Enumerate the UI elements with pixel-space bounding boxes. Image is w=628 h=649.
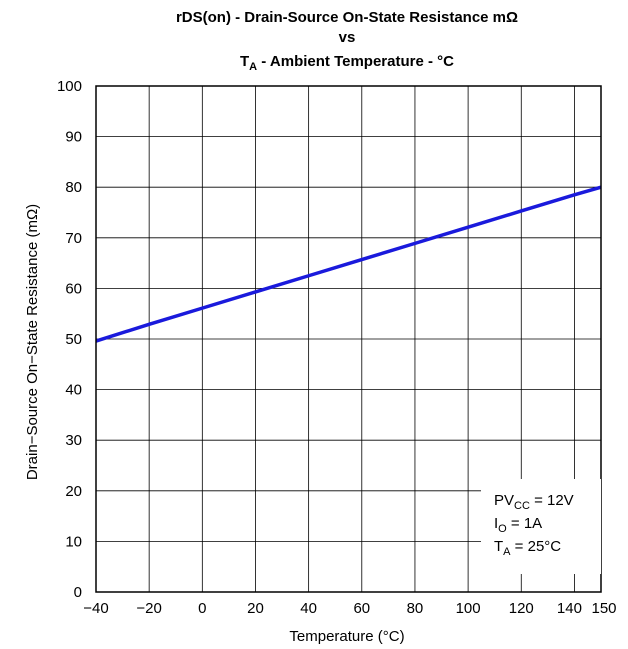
chart-title-line3: TA - Ambient Temperature - °C — [240, 53, 454, 73]
y-tick-label: 30 — [65, 432, 82, 449]
x-tick-label: 60 — [353, 600, 370, 617]
y-tick-label: 20 — [65, 483, 82, 500]
y-tick-label: 10 — [65, 533, 82, 550]
x-tick-label: 40 — [300, 600, 317, 617]
y-tick-label: 100 — [57, 78, 82, 95]
x-tick-label: 100 — [456, 600, 481, 617]
y-tick-label: 80 — [65, 179, 82, 196]
chart-title-line2: vs — [339, 29, 356, 46]
title-ta-main: T — [240, 53, 249, 70]
series-layer — [95, 185, 602, 343]
title-ta-rest: - Ambient Temperature - °C — [257, 53, 454, 70]
x-tick-label: 0 — [198, 600, 206, 617]
x-tick-label: −40 — [83, 600, 108, 617]
condition-line: IO = 1A — [494, 515, 542, 535]
x-tick-label: 150 — [591, 600, 616, 617]
y-axis-label: Drain−Source On−State Resistance (mΩ) — [24, 204, 41, 480]
y-tick-label: 70 — [65, 230, 82, 247]
conditions-background — [481, 479, 601, 574]
y-tick-label: 50 — [65, 331, 82, 348]
x-tick-labels: −40 −20 0 20 40 60 80 100 120 140 150 — [83, 600, 616, 617]
y-tick-label: 40 — [65, 382, 82, 399]
y-tick-label: 60 — [65, 280, 82, 297]
series-line — [95, 185, 602, 343]
x-tick-label: −20 — [136, 600, 161, 617]
y-tick-label: 0 — [74, 584, 82, 601]
conditions-box: PVCC = 12V IO = 1A TA = 25°C — [481, 479, 601, 574]
plot-frame — [95, 85, 602, 593]
y-tick-label: 90 — [65, 129, 82, 146]
condition-line: PVCC = 12V — [494, 492, 574, 512]
x-axis-label: Temperature (°C) — [289, 628, 404, 645]
x-tick-label: 20 — [247, 600, 264, 617]
y-tick-labels: 0 10 20 30 40 50 60 70 80 90 100 — [57, 78, 82, 601]
x-tick-label: 80 — [407, 600, 424, 617]
x-tick-label: 120 — [509, 600, 534, 617]
x-tick-label: 140 — [557, 600, 582, 617]
chart-title-line1: rDS(on) - Drain-Source On-State Resistan… — [176, 9, 518, 26]
condition-line: TA = 25°C — [494, 538, 561, 558]
title-ta-sub: A — [249, 61, 257, 73]
